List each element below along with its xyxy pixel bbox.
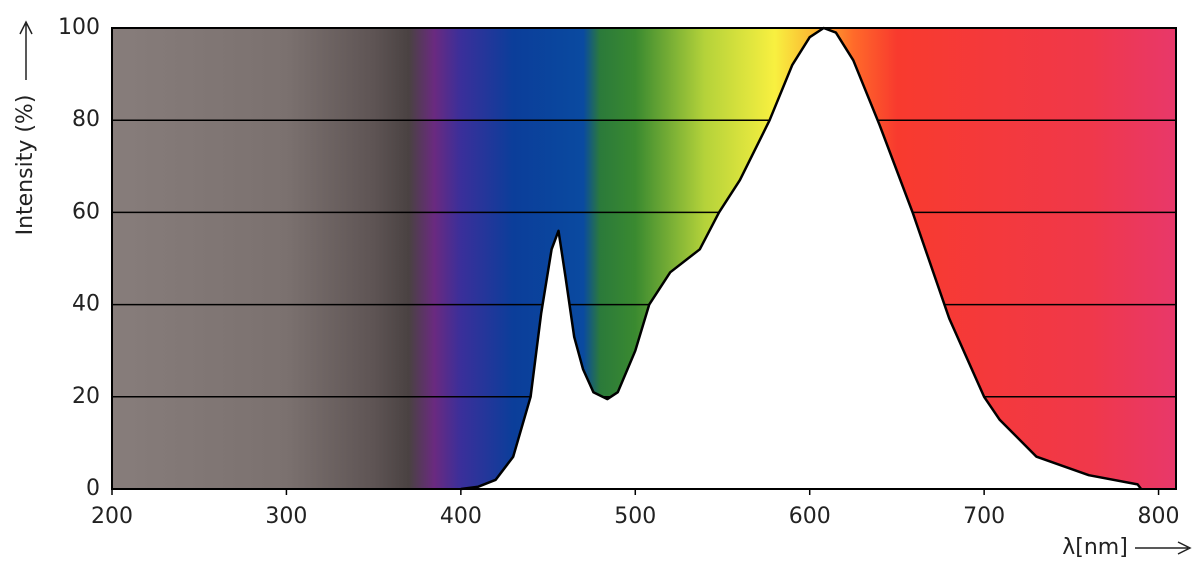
area-fill (460, 28, 1142, 489)
plot-frame (111, 27, 1177, 490)
y-tick-label: 40 (72, 292, 100, 317)
x-tick-label: 800 (1138, 504, 1180, 529)
x-tick-label: 200 (91, 504, 133, 529)
y-tick-label: 0 (86, 476, 100, 501)
x-tick-label: 700 (963, 504, 1005, 529)
y-axis-arrow (19, 20, 33, 80)
x-tick-label: 500 (614, 504, 656, 529)
x-axis-arrow (1135, 541, 1192, 555)
y-tick-label: 20 (72, 384, 100, 409)
x-tick-label: 400 (440, 504, 482, 529)
spectrum-line (460, 26, 1143, 491)
x-axis-label: λ[nm] (1062, 535, 1128, 560)
y-tick-label: 60 (72, 199, 100, 224)
y-tick-label: 100 (58, 15, 100, 40)
y-tick-label: 80 (72, 107, 100, 132)
x-tick-label: 600 (789, 504, 831, 529)
y-axis-label: Intensity (%) (13, 95, 38, 236)
x-tick-label: 300 (265, 504, 307, 529)
